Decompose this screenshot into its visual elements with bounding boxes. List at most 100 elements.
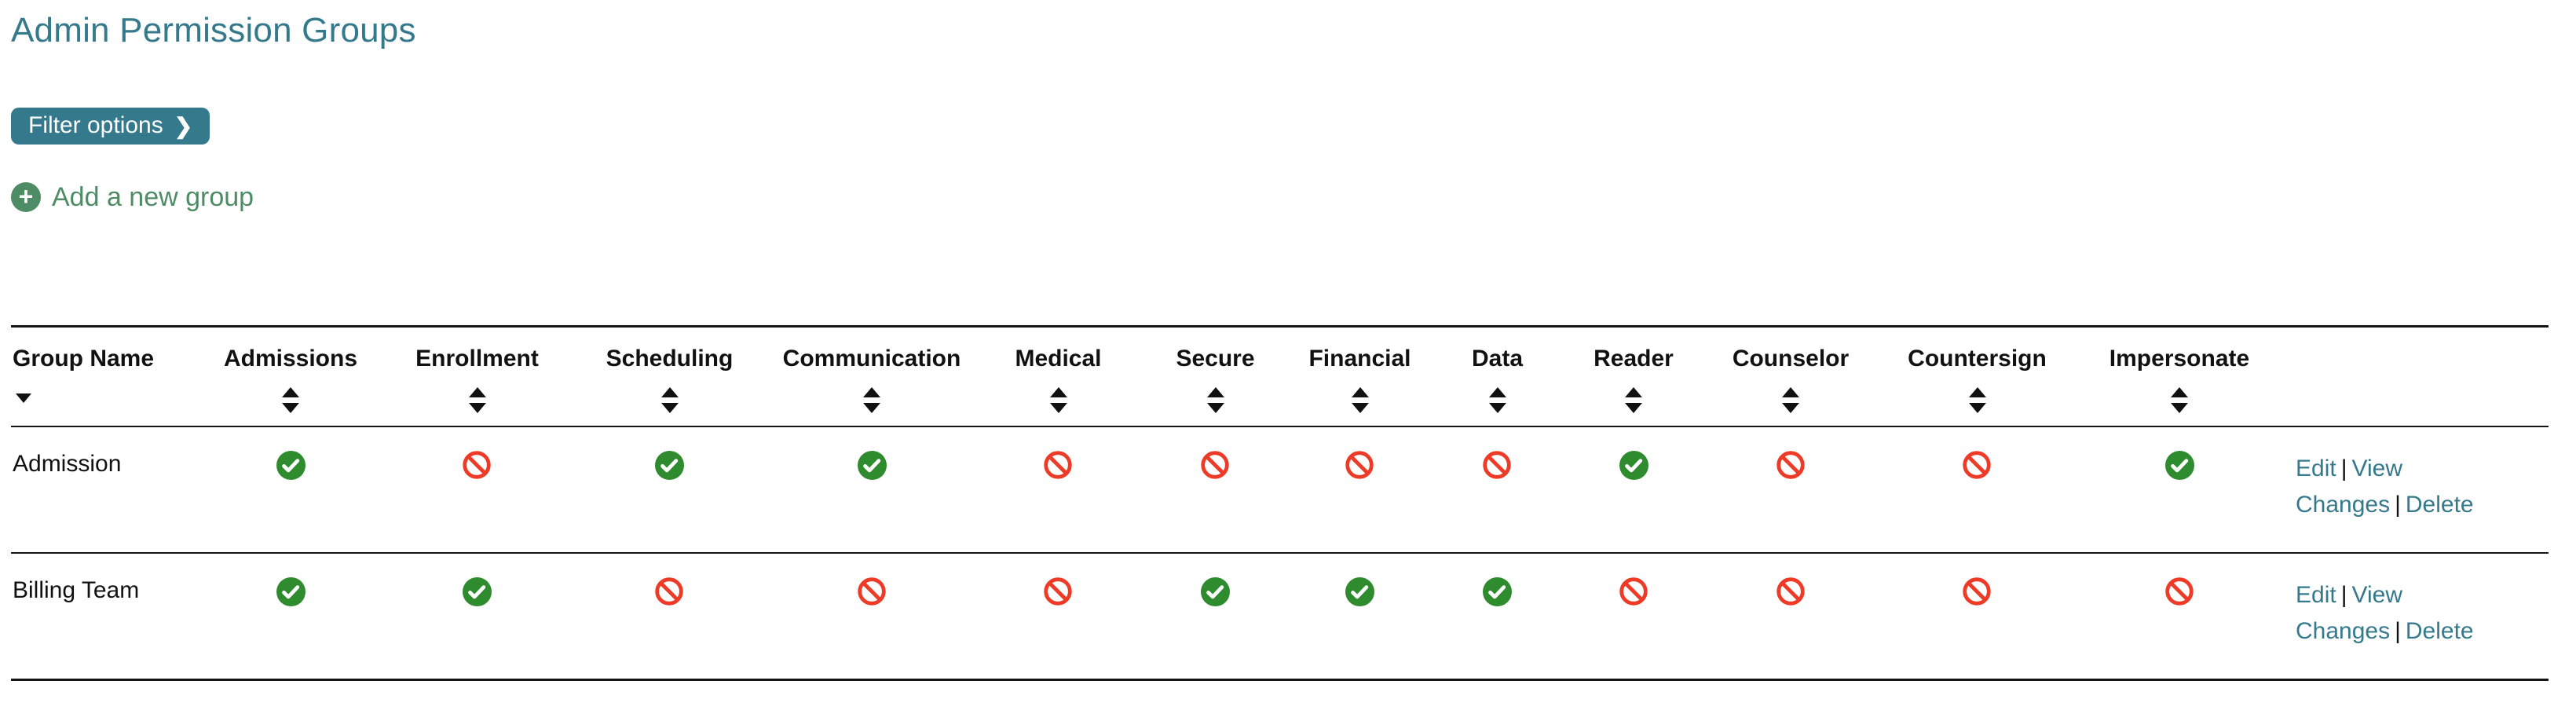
- view-changes-link[interactable]: View Changes: [2296, 581, 2402, 645]
- column-header-enrollment[interactable]: Enrollment: [385, 326, 569, 426]
- permission-cell: [974, 553, 1143, 680]
- column-header-group-name[interactable]: Group Name: [11, 326, 196, 426]
- plus-circle-icon: +: [11, 182, 41, 213]
- permission-cell: [1563, 426, 1704, 553]
- sort-arrows-icon: [1147, 386, 1283, 413]
- ban-icon: [1044, 576, 1073, 606]
- table-row: Admission Edit | View Changes | Delete: [11, 426, 2549, 553]
- permission-cell: [196, 553, 385, 680]
- column-header-scheduling[interactable]: Scheduling: [569, 326, 770, 426]
- check-circle-icon: [276, 450, 306, 480]
- permission-cell: [1143, 553, 1288, 680]
- check-circle-icon: [655, 450, 684, 480]
- sort-desc-icon: [13, 393, 192, 403]
- column-header-communication[interactable]: Communication: [770, 326, 974, 426]
- ban-icon: [655, 576, 684, 606]
- group-name-cell: Billing Team: [13, 576, 140, 603]
- permission-cell: [569, 426, 770, 553]
- permission-cell: [1704, 426, 1877, 553]
- check-circle-icon: [1201, 576, 1230, 606]
- permission-cell: [1877, 426, 2077, 553]
- permission-cell: [2077, 426, 2281, 553]
- column-header-financial[interactable]: Financial: [1288, 326, 1432, 426]
- permission-cell: [1877, 553, 2077, 680]
- action-separator: |: [2340, 455, 2347, 481]
- ban-icon: [463, 450, 492, 480]
- check-circle-icon: [2164, 450, 2194, 480]
- permission-cell: [1432, 426, 1563, 553]
- check-circle-icon: [463, 576, 492, 606]
- add-group-label: Add a new group: [52, 181, 254, 212]
- action-separator: |: [2395, 492, 2401, 518]
- ban-icon: [1619, 576, 1648, 606]
- check-circle-icon: [1483, 576, 1512, 606]
- column-header-countersign[interactable]: Countersign: [1877, 326, 2077, 426]
- permission-cell: [196, 426, 385, 553]
- permission-cell: [974, 426, 1143, 553]
- delete-link[interactable]: Delete: [2405, 492, 2474, 518]
- sort-arrows-icon: [574, 386, 765, 413]
- sort-arrows-icon: [1709, 386, 1872, 413]
- sort-arrows-icon: [1293, 386, 1427, 413]
- column-header-counselor[interactable]: Counselor: [1704, 326, 1877, 426]
- ban-icon: [2164, 576, 2194, 606]
- permission-cell: [1288, 426, 1432, 553]
- ban-icon: [1963, 450, 1992, 480]
- edit-link[interactable]: Edit: [2296, 581, 2336, 608]
- check-circle-icon: [1619, 450, 1648, 480]
- group-name-cell: Admission: [13, 450, 122, 477]
- permission-cell: [569, 553, 770, 680]
- sort-arrows-icon: [1568, 386, 1700, 413]
- check-circle-icon: [857, 450, 887, 480]
- action-separator: |: [2395, 618, 2401, 645]
- row-actions: Edit | View Changes | Delete: [2281, 553, 2549, 680]
- permission-cell: [385, 426, 569, 553]
- chevron-right-icon: ❯: [174, 114, 193, 139]
- table-row: Billing Team Edit | View Changes | Delete: [11, 553, 2549, 680]
- permission-cell: [2077, 553, 2281, 680]
- sort-arrows-icon: [390, 386, 565, 413]
- ban-icon: [1776, 450, 1806, 480]
- sort-arrows-icon: [979, 386, 1138, 413]
- ban-icon: [1044, 450, 1073, 480]
- ban-icon: [1963, 576, 1992, 606]
- sort-arrows-icon: [774, 386, 969, 413]
- permission-cell: [1563, 553, 1704, 680]
- permission-cell: [770, 426, 974, 553]
- view-changes-link[interactable]: View Changes: [2296, 455, 2402, 518]
- row-actions: Edit | View Changes | Delete: [2281, 426, 2549, 553]
- column-header-medical[interactable]: Medical: [974, 326, 1143, 426]
- column-header-admissions[interactable]: Admissions: [196, 326, 385, 426]
- sort-arrows-icon: [1882, 386, 2073, 413]
- sort-arrows-icon: [1436, 386, 1558, 413]
- permission-cell: [1288, 553, 1432, 680]
- table-header-row: Group Name Admissions Enrollment Schedul…: [11, 326, 2549, 426]
- ban-icon: [1345, 450, 1374, 480]
- permission-cell: [1143, 426, 1288, 553]
- check-circle-icon: [1345, 576, 1374, 606]
- permission-cell: [1432, 553, 1563, 680]
- action-separator: |: [2340, 581, 2347, 608]
- check-circle-icon: [276, 576, 306, 606]
- permission-cell: [770, 553, 974, 680]
- add-group-link[interactable]: + Add a new group: [11, 182, 254, 213]
- page-title: Admin Permission Groups: [11, 11, 416, 49]
- ban-icon: [1776, 576, 1806, 606]
- filter-options-label: Filter options: [28, 112, 163, 139]
- ban-icon: [1201, 450, 1230, 480]
- permission-cell: [1704, 553, 1877, 680]
- permission-cell: [385, 553, 569, 680]
- column-header-secure[interactable]: Secure: [1143, 326, 1288, 426]
- edit-link[interactable]: Edit: [2296, 455, 2336, 481]
- column-header-reader[interactable]: Reader: [1563, 326, 1704, 426]
- column-header-impersonate[interactable]: Impersonate: [2077, 326, 2281, 426]
- ban-icon: [857, 576, 887, 606]
- delete-link[interactable]: Delete: [2405, 618, 2474, 645]
- permission-groups-table: Group Name Admissions Enrollment Schedul…: [11, 325, 2549, 681]
- sort-arrows-icon: [201, 386, 380, 413]
- column-header-actions: [2281, 326, 2549, 426]
- filter-options-button[interactable]: Filter options ❯: [11, 107, 210, 145]
- sort-arrows-icon: [2082, 386, 2277, 413]
- column-header-data[interactable]: Data: [1432, 326, 1563, 426]
- ban-icon: [1483, 450, 1512, 480]
